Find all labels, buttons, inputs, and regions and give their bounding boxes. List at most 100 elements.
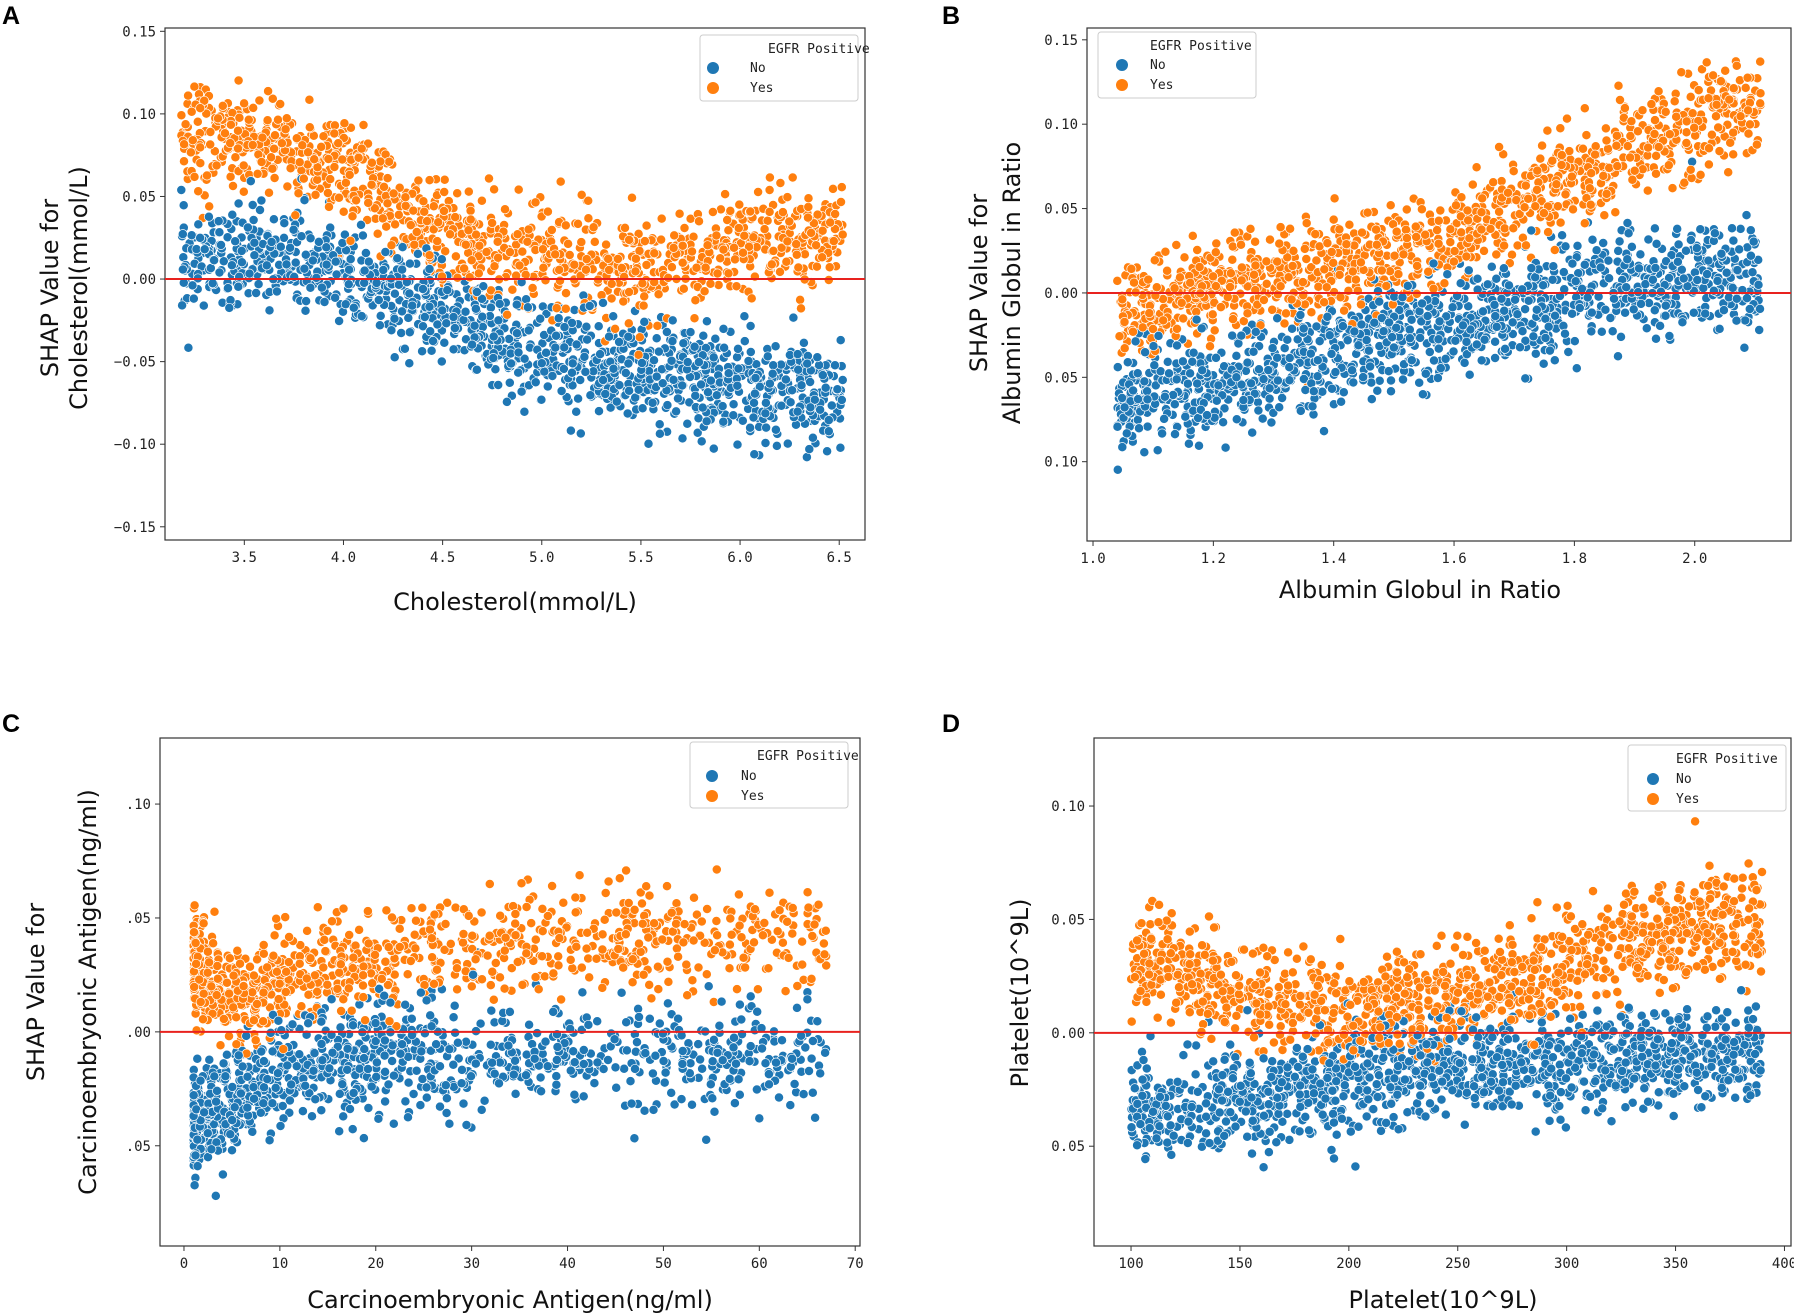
y-tick-label: 0.15 xyxy=(122,24,156,40)
point-no xyxy=(836,395,847,405)
point-yes xyxy=(1227,254,1238,265)
point-no xyxy=(316,282,327,293)
point-yes xyxy=(1194,262,1205,272)
point-yes xyxy=(1632,126,1643,137)
x-tick-label: 3.5 xyxy=(232,550,257,566)
point-no xyxy=(651,333,662,344)
point-yes xyxy=(1651,150,1662,161)
point-no xyxy=(1429,355,1439,366)
point-yes xyxy=(1401,204,1412,215)
point-yes xyxy=(1432,225,1443,236)
point-yes xyxy=(195,142,206,153)
point-no xyxy=(1582,292,1593,303)
point-yes xyxy=(517,246,528,257)
point-yes xyxy=(560,303,571,314)
point-no xyxy=(213,216,224,227)
point-no xyxy=(244,268,255,279)
point-yes xyxy=(408,205,419,216)
point-no xyxy=(1491,321,1502,332)
panel-a: A 3.5 4.0 4.5 5.0 5.5 6.0 6.5 0.150.100.050.00… xyxy=(2,2,870,616)
point-no xyxy=(321,242,332,253)
point-no xyxy=(407,300,418,311)
point-no xyxy=(820,382,831,393)
point-no xyxy=(1326,348,1337,359)
point-yes xyxy=(1598,170,1609,181)
point-no xyxy=(745,347,756,357)
point-yes xyxy=(569,259,580,270)
point-no xyxy=(1424,347,1435,357)
point-no xyxy=(1417,389,1428,400)
point-no xyxy=(792,406,803,417)
point-yes xyxy=(837,229,848,240)
point-yes xyxy=(270,130,280,141)
point-yes xyxy=(1209,325,1220,336)
point-no xyxy=(1660,310,1671,321)
point-no xyxy=(1404,333,1415,344)
point-no xyxy=(1242,357,1253,368)
point-yes xyxy=(1728,83,1739,94)
point-no xyxy=(1374,296,1385,307)
point-no xyxy=(835,335,846,346)
point-yes xyxy=(382,173,393,184)
point-yes xyxy=(748,232,759,243)
point-yes xyxy=(1311,255,1322,266)
point-yes xyxy=(1211,238,1222,249)
point-no xyxy=(1185,368,1196,379)
point-no xyxy=(559,322,570,333)
point-yes xyxy=(492,236,503,247)
point-no xyxy=(1358,372,1369,383)
point-yes xyxy=(1245,223,1256,234)
point-yes xyxy=(555,275,565,286)
point-yes xyxy=(734,199,745,210)
point-yes xyxy=(1711,111,1721,122)
point-no xyxy=(1132,368,1143,379)
point-yes xyxy=(1149,255,1160,266)
point-yes xyxy=(1310,229,1321,240)
point-yes xyxy=(1385,200,1396,211)
point-no xyxy=(1388,342,1399,353)
point-yes xyxy=(666,262,677,273)
point-no xyxy=(1128,385,1139,396)
point-yes xyxy=(1306,307,1317,318)
point-no xyxy=(1142,394,1153,405)
point-yes xyxy=(276,138,287,149)
point-no xyxy=(633,384,644,395)
point-no xyxy=(389,288,400,299)
point-no xyxy=(1622,254,1633,265)
point-yes xyxy=(694,216,704,227)
point-yes xyxy=(1611,140,1622,151)
point-yes xyxy=(1664,129,1675,140)
point-yes xyxy=(247,140,258,150)
point-yes xyxy=(1412,260,1423,271)
point-no xyxy=(1498,263,1509,274)
point-no xyxy=(1744,304,1755,314)
point-yes xyxy=(228,181,238,191)
point-no xyxy=(649,355,659,366)
point-yes xyxy=(275,99,286,109)
point-no xyxy=(442,285,453,296)
point-no xyxy=(330,256,341,267)
point-no xyxy=(761,422,772,433)
point-yes xyxy=(1708,70,1719,81)
point-no xyxy=(1307,401,1318,412)
point-no xyxy=(506,358,517,369)
point-yes xyxy=(202,170,212,181)
point-yes xyxy=(1642,185,1653,196)
point-yes xyxy=(1355,257,1366,268)
point-no xyxy=(448,312,459,322)
point-yes xyxy=(1299,243,1310,254)
point-yes xyxy=(1579,103,1590,114)
point-no xyxy=(1314,336,1325,347)
point-no xyxy=(593,321,604,332)
point-no xyxy=(1117,442,1128,453)
point-no xyxy=(1603,255,1614,266)
point-yes xyxy=(1357,227,1367,238)
point-no xyxy=(748,412,759,423)
point-yes xyxy=(1599,210,1610,221)
point-yes xyxy=(1743,128,1754,139)
point-yes xyxy=(1686,173,1697,183)
point-no xyxy=(1523,295,1534,306)
point-yes xyxy=(1297,277,1308,288)
point-no xyxy=(567,367,577,378)
point-no xyxy=(1327,383,1337,394)
